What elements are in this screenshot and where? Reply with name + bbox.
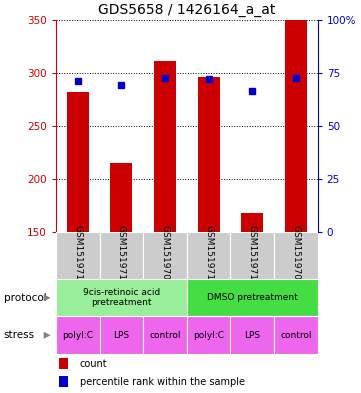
Text: DMSO pretreatment: DMSO pretreatment <box>207 293 297 302</box>
Bar <box>67 92 89 232</box>
Bar <box>187 279 318 316</box>
Bar <box>100 232 143 279</box>
Bar <box>56 232 100 279</box>
Text: control: control <box>280 331 312 340</box>
Text: GSM1519713: GSM1519713 <box>73 225 82 286</box>
Bar <box>58 358 68 369</box>
Bar <box>274 232 318 279</box>
Text: LPS: LPS <box>244 331 260 340</box>
Bar <box>154 61 176 232</box>
Text: GSM1519712: GSM1519712 <box>204 225 213 286</box>
Bar <box>230 316 274 354</box>
Text: GSM1519710: GSM1519710 <box>248 225 257 286</box>
Bar <box>187 232 230 279</box>
Bar <box>143 316 187 354</box>
Bar <box>274 316 318 354</box>
Bar <box>100 316 143 354</box>
Bar <box>187 316 230 354</box>
Bar <box>56 279 187 316</box>
Text: control: control <box>149 331 181 340</box>
Text: polyI:C: polyI:C <box>193 331 224 340</box>
Text: count: count <box>79 359 107 369</box>
Text: percentile rank within the sample: percentile rank within the sample <box>79 376 244 387</box>
Text: GSM1519711: GSM1519711 <box>117 225 126 286</box>
Text: polyI:C: polyI:C <box>62 331 93 340</box>
Bar <box>230 232 274 279</box>
Text: stress: stress <box>4 330 35 340</box>
Text: GSM1519708: GSM1519708 <box>291 225 300 286</box>
Bar <box>58 376 68 387</box>
Bar <box>110 163 132 232</box>
Bar <box>198 77 219 232</box>
Bar <box>242 213 263 232</box>
Text: protocol: protocol <box>4 293 46 303</box>
Bar <box>56 316 100 354</box>
Bar <box>143 232 187 279</box>
Text: GSM1519709: GSM1519709 <box>161 225 170 286</box>
Bar <box>285 20 307 232</box>
Title: GDS5658 / 1426164_a_at: GDS5658 / 1426164_a_at <box>98 3 275 17</box>
Text: LPS: LPS <box>113 331 130 340</box>
Text: 9cis-retinoic acid
pretreatment: 9cis-retinoic acid pretreatment <box>83 288 160 307</box>
